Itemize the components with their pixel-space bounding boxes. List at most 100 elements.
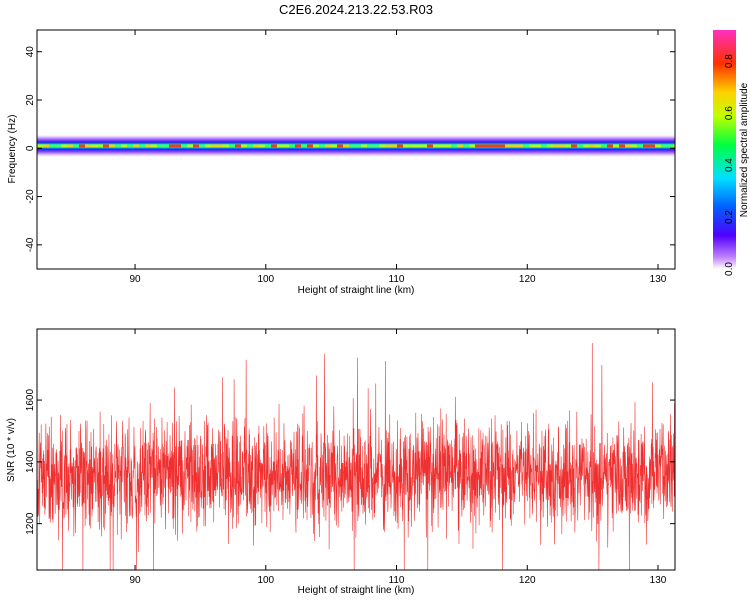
figure-title: C2E6.2024.213.22.53.R03 xyxy=(279,2,433,17)
band-cell xyxy=(499,144,505,148)
band-cell xyxy=(601,144,607,148)
colorbar-tick-label: 0.8 xyxy=(724,54,735,68)
snr-xlabel: Height of straight line (km) xyxy=(298,585,415,596)
band-cell xyxy=(337,144,343,148)
band-cell xyxy=(181,144,187,148)
band-cell xyxy=(577,144,583,148)
band-cell xyxy=(505,144,511,148)
band-cell xyxy=(637,144,643,148)
band-cell xyxy=(397,144,403,148)
spectrogram-xtick-label: 90 xyxy=(129,274,141,285)
band-cell xyxy=(361,144,367,148)
band-cell xyxy=(511,144,517,148)
band-cell xyxy=(619,144,625,148)
band-cell xyxy=(169,144,175,148)
band-cell xyxy=(127,144,133,148)
band-cell xyxy=(493,144,499,148)
band-cell xyxy=(607,144,613,148)
spectrogram-xtick-label: 120 xyxy=(519,274,536,285)
snr-ylabel: SNR (10 * v/v) xyxy=(6,418,17,482)
band-cell xyxy=(373,144,379,148)
band-cell xyxy=(151,144,157,148)
band-cell xyxy=(439,144,445,148)
snr-panel: 90 100 110 120 130 1200 1400 1600 Height of st… xyxy=(6,328,676,596)
band-cell xyxy=(649,144,655,148)
snr-frame xyxy=(36,328,676,571)
band-cell xyxy=(445,144,451,148)
band-cell xyxy=(139,144,145,148)
band-cell xyxy=(403,144,409,148)
colorbar-tick-label: 0.2 xyxy=(724,210,735,224)
band-cell xyxy=(115,144,121,148)
band-cell xyxy=(55,144,61,148)
band-cell xyxy=(541,144,547,148)
spectrogram-panel: 90 100 110 120 130 -40 -20 0 20 40 Height of str… xyxy=(7,29,676,296)
band-cell xyxy=(451,144,457,148)
band-cell xyxy=(241,144,247,148)
snr-xtick-label: 90 xyxy=(129,575,141,586)
spectrogram-ytick-label: 20 xyxy=(25,94,36,106)
band-cell xyxy=(325,144,331,148)
colorbar: 0.0 0.2 0.4 0.6 0.8 Normalized spectral ampl… xyxy=(713,30,750,276)
band-cell xyxy=(463,144,469,148)
band-cell xyxy=(409,144,415,148)
band-cell xyxy=(163,144,169,148)
spectrogram-ytick-label: -40 xyxy=(25,237,36,252)
band-cell xyxy=(595,144,601,148)
band-cell xyxy=(565,144,571,148)
band-cell xyxy=(271,144,277,148)
snr-xtick-label: 130 xyxy=(650,575,667,586)
band-cell xyxy=(319,144,325,148)
snr-xtick-label: 110 xyxy=(389,575,405,586)
band-cell xyxy=(265,144,271,148)
band-cell xyxy=(193,144,199,148)
band-cell xyxy=(205,144,211,148)
band-cell xyxy=(121,144,127,148)
band-cell xyxy=(289,144,295,148)
band-cell xyxy=(427,144,433,148)
band-cell xyxy=(145,144,151,148)
band-cell xyxy=(253,144,259,148)
band-cell xyxy=(211,144,217,148)
band-cell xyxy=(61,144,67,148)
band-cell xyxy=(97,144,103,148)
band-cell xyxy=(547,144,553,148)
band-cell xyxy=(217,144,223,148)
band-cell xyxy=(277,144,283,148)
band-cell xyxy=(583,144,589,148)
band-cell xyxy=(673,144,675,148)
spectrogram-xtick-label: 110 xyxy=(389,274,405,285)
band-cell xyxy=(517,144,523,148)
band-cell xyxy=(199,144,205,148)
snr-series-line xyxy=(37,343,675,570)
snr-xtick-label: 100 xyxy=(257,575,274,586)
band-cell xyxy=(571,144,577,148)
spectrogram-ylabel: Frequency (Hz) xyxy=(7,115,18,184)
band-cell xyxy=(487,144,493,148)
snr-ytick-label: 1600 xyxy=(25,389,36,412)
colorbar-tick-label: 0.0 xyxy=(724,262,735,276)
band-cell xyxy=(343,144,349,148)
band-cell xyxy=(109,144,115,148)
band-cell xyxy=(379,144,385,148)
snr-ytick-label: 1400 xyxy=(25,450,36,473)
band-cell xyxy=(79,144,85,148)
band-cell xyxy=(37,144,43,148)
band-cell xyxy=(631,144,637,148)
colorbar-tick-label: 0.6 xyxy=(724,106,735,120)
band-cell xyxy=(355,144,361,148)
band-cell xyxy=(313,144,319,148)
spectrogram-frame xyxy=(36,29,676,270)
band-cell xyxy=(469,144,475,148)
band-cell xyxy=(229,144,235,148)
band-cell xyxy=(133,144,139,148)
band-cell xyxy=(613,144,619,148)
band-cell xyxy=(433,144,439,148)
band-cell xyxy=(415,144,421,148)
band-cell xyxy=(661,144,667,148)
band-cell xyxy=(535,144,541,148)
snr-xtick-label: 120 xyxy=(519,575,536,586)
band-cell xyxy=(349,144,355,148)
spectrogram-ytick-label: 40 xyxy=(25,46,36,58)
